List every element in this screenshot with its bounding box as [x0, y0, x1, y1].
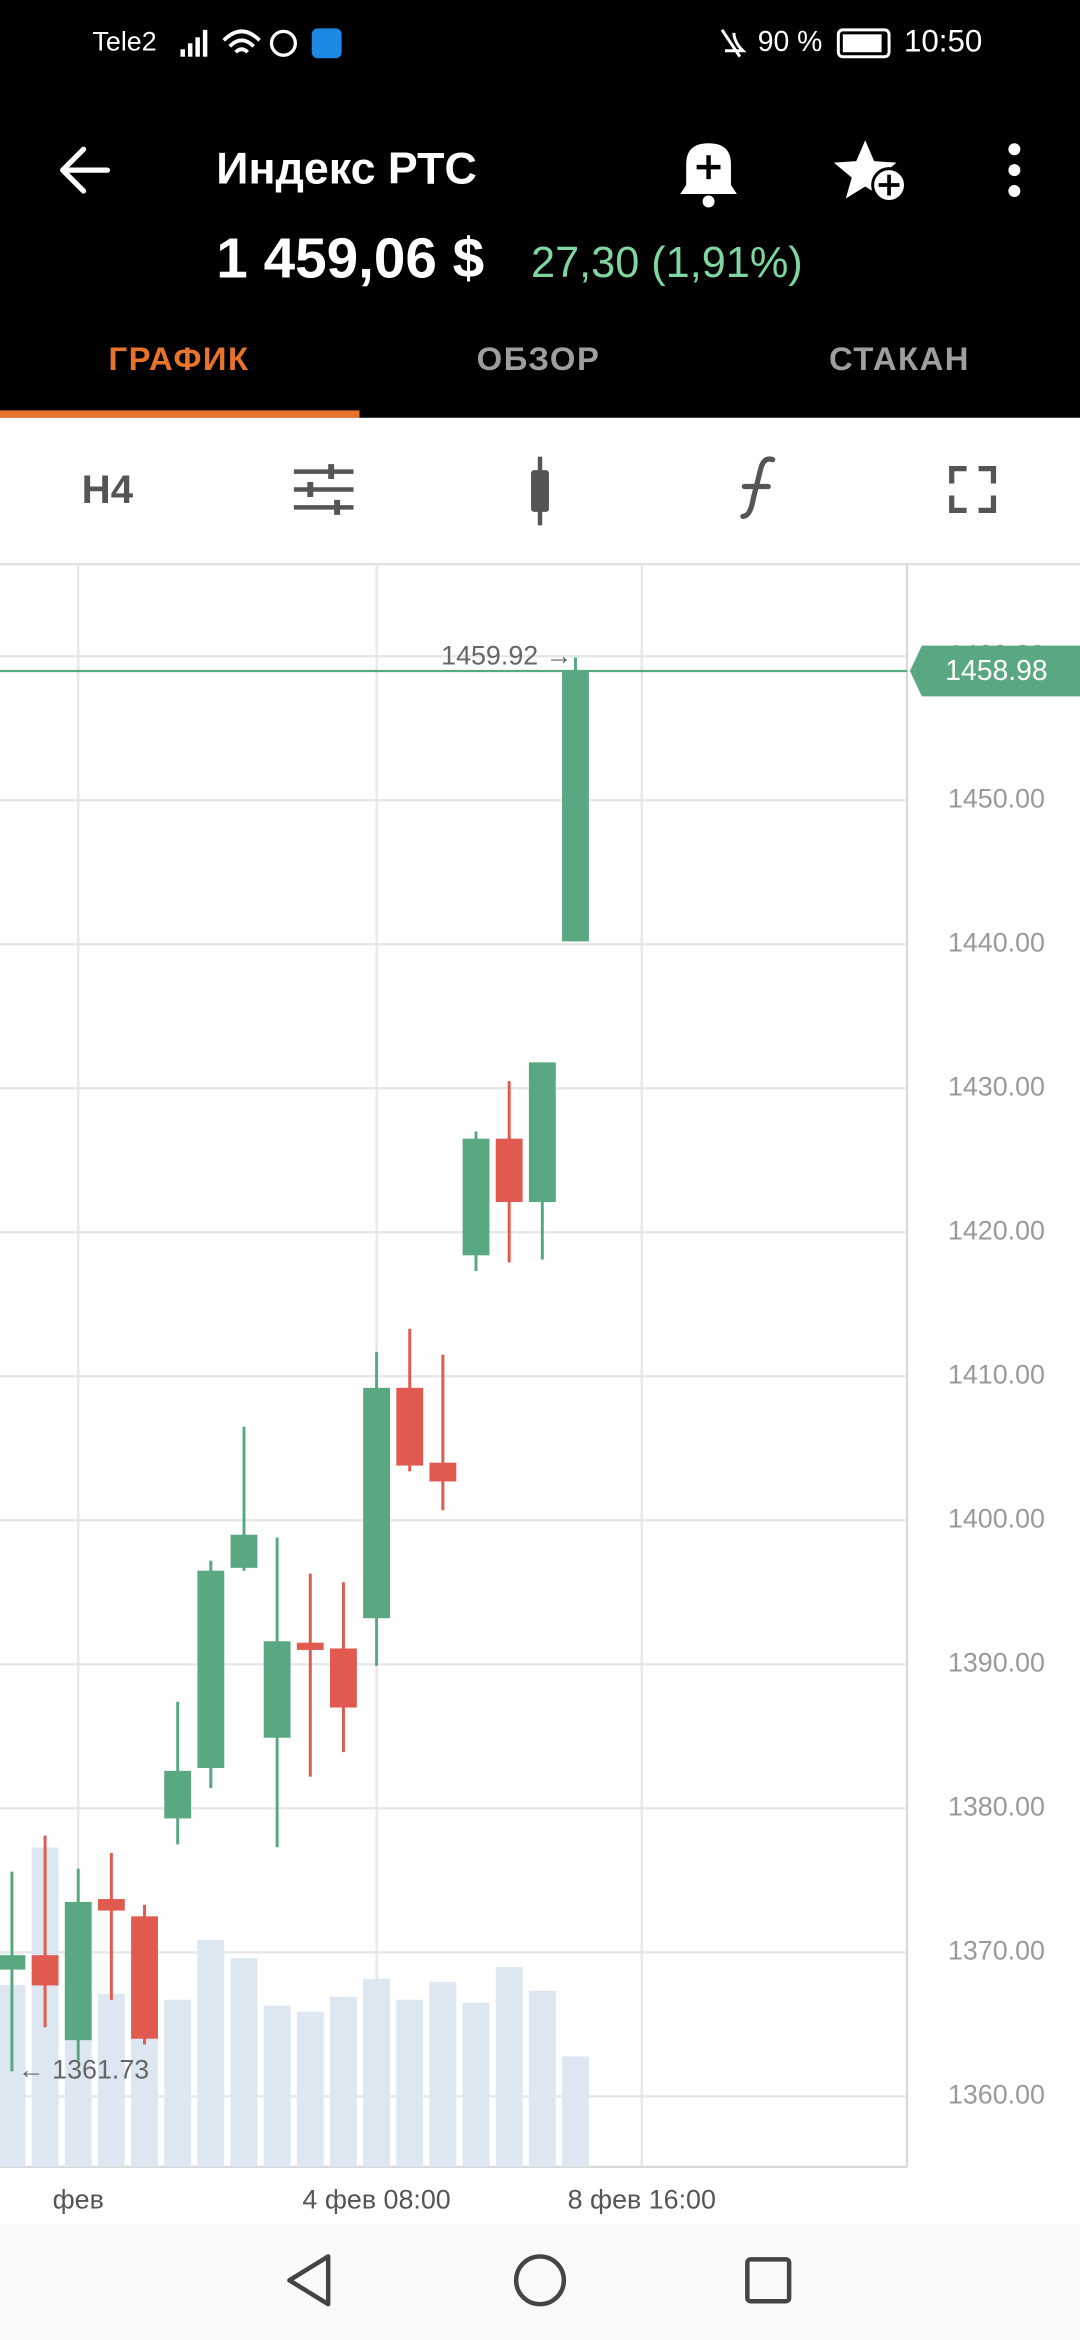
battery-icon: [836, 28, 891, 59]
instrument-title: Индекс РТС: [216, 143, 476, 193]
tab[interactable]: ГРАФИК: [108, 340, 249, 377]
y-tick-label: 1450.00: [948, 783, 1045, 813]
candle-body: [396, 1387, 424, 1466]
candle-body: [164, 1770, 192, 1819]
last-price-badge: [909, 645, 1080, 697]
candle-body: [0, 1955, 26, 1970]
y-tick-label: 1380.00: [948, 1791, 1045, 1821]
settings-button[interactable]: [293, 464, 354, 515]
volume-bar: [230, 1957, 258, 2167]
y-tick-label: 1400.00: [948, 1503, 1045, 1533]
y-tick-label: 1360.00: [948, 2079, 1045, 2109]
candle-body: [528, 1062, 556, 1203]
more-button[interactable]: [1008, 143, 1021, 197]
volume-bar: [263, 2005, 291, 2167]
x-tick-label: 4 фев 08:00: [302, 2184, 450, 2214]
app-header: [0, 0, 1080, 418]
y-tick-label: 1420.00: [948, 1215, 1045, 1245]
nav-home[interactable]: [513, 2254, 567, 2307]
mute-icon: [720, 29, 747, 58]
candle-body: [64, 1901, 92, 2041]
volume-bar: [462, 2002, 490, 2167]
candle-body: [31, 1955, 59, 1986]
y-tick-label: 1410.00: [948, 1359, 1045, 1389]
volume-bar: [495, 1966, 523, 2167]
y-tick-label: 1430.00: [948, 1071, 1045, 1101]
chart-type-button[interactable]: [531, 456, 549, 526]
battery-percent: 90 %: [758, 26, 823, 58]
candle-body: [296, 1642, 324, 1650]
y-tick-label: 1370.00: [948, 1935, 1045, 1965]
alarm-icon: [269, 29, 297, 57]
price: 1 459,06 $: [216, 228, 484, 291]
extreme-label: ← 1361.73: [18, 2055, 149, 2085]
volume-bar: [528, 1990, 556, 2167]
chart: фев 4 фев 08:00 8 фев 16:00 1360.00 1370.00 1…: [0, 564, 1080, 2214]
candle-body: [562, 670, 589, 942]
volume-bar: [429, 1981, 457, 2167]
battery-level: [842, 34, 882, 53]
volume-bar: [396, 1999, 424, 2167]
tab-indicator: [0, 410, 360, 418]
signal-icon: [180, 29, 208, 57]
x-tick-label: фев: [53, 2184, 104, 2214]
extreme-label: 1459.92 →: [441, 641, 572, 671]
timeframe-button[interactable]: H4: [82, 467, 134, 512]
volume-bar: [164, 1999, 192, 2167]
volume-bar: [97, 1993, 125, 2167]
shield-icon: [311, 28, 342, 59]
volume-bar: [197, 1940, 225, 2167]
price-change: 27,30 (1,91%): [531, 239, 803, 287]
volume-bar: [562, 2056, 589, 2167]
candle-body: [263, 1641, 291, 1738]
volume-bar: [296, 2011, 324, 2167]
navigation-bar: [0, 2223, 1080, 2340]
candle-body: [197, 1570, 225, 1768]
clock: 10:50: [904, 24, 982, 59]
tab[interactable]: ОБЗОР: [477, 340, 601, 377]
candle-body: [97, 1899, 125, 1911]
candle-body: [495, 1138, 523, 1203]
carrier: Tele2: [92, 26, 156, 56]
last-price-label: 1458.98: [945, 655, 1047, 687]
indicators-button[interactable]: [740, 456, 776, 519]
alert-button[interactable]: [680, 143, 737, 208]
candle-body: [330, 1648, 357, 1708]
wifi-icon: [222, 29, 261, 54]
favorite-button[interactable]: [833, 140, 907, 203]
tab[interactable]: СТАКАН: [829, 340, 970, 377]
nav-back[interactable]: [287, 2254, 331, 2307]
candle-body: [462, 1138, 490, 1256]
fullscreen-button[interactable]: [949, 465, 997, 513]
y-tick-label: 1390.00: [948, 1647, 1045, 1677]
x-tick-label: 8 фев 16:00: [568, 2184, 716, 2214]
volume-bar: [363, 1978, 391, 2167]
back-button[interactable]: [60, 146, 111, 194]
candle-body: [363, 1387, 391, 1619]
candle-body: [230, 1534, 258, 1568]
candle-body: [429, 1462, 457, 1482]
y-tick-label: 1440.00: [948, 927, 1045, 957]
candle-body: [131, 1916, 158, 2039]
nav-recents[interactable]: [745, 2257, 792, 2304]
volume-bar: [330, 1996, 357, 2167]
